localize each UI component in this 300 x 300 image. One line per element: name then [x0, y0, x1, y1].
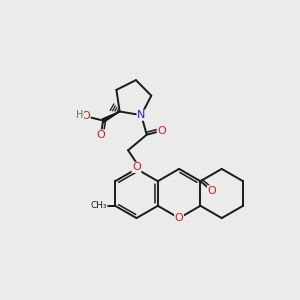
Text: H: H: [76, 110, 83, 120]
Text: O: O: [132, 162, 141, 172]
Text: O: O: [81, 111, 90, 121]
Text: O: O: [157, 125, 166, 136]
Polygon shape: [102, 112, 120, 122]
Text: O: O: [207, 186, 216, 196]
Text: CH₃: CH₃: [90, 201, 107, 210]
Text: N: N: [137, 110, 146, 120]
Text: O: O: [96, 130, 105, 140]
Text: O: O: [175, 213, 184, 223]
